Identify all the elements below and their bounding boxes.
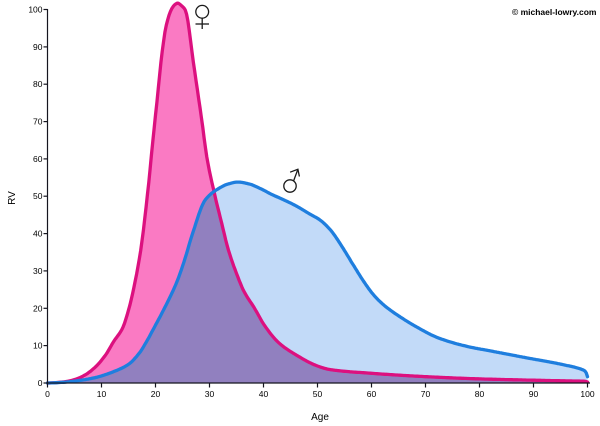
svg-text:Age: Age bbox=[311, 412, 329, 423]
svg-text:80: 80 bbox=[475, 389, 485, 399]
svg-text:60: 60 bbox=[367, 389, 377, 399]
svg-text:70: 70 bbox=[33, 117, 43, 127]
svg-text:10: 10 bbox=[97, 389, 107, 399]
svg-text:100: 100 bbox=[580, 389, 594, 399]
svg-text:0: 0 bbox=[38, 378, 43, 388]
svg-text:RV: RV bbox=[7, 191, 18, 205]
svg-text:30: 30 bbox=[205, 389, 215, 399]
svg-text:80: 80 bbox=[33, 79, 43, 89]
svg-text:50: 50 bbox=[313, 389, 323, 399]
svg-text:0: 0 bbox=[45, 389, 50, 399]
svg-text:60: 60 bbox=[33, 154, 43, 164]
svg-text:70: 70 bbox=[421, 389, 431, 399]
svg-text:30: 30 bbox=[33, 266, 43, 276]
svg-text:40: 40 bbox=[33, 229, 43, 239]
svg-text:© michael-lowry.com: © michael-lowry.com bbox=[512, 7, 597, 17]
svg-text:10: 10 bbox=[33, 341, 43, 351]
svg-text:20: 20 bbox=[151, 389, 161, 399]
svg-text:50: 50 bbox=[33, 191, 43, 201]
svg-text:100: 100 bbox=[28, 5, 42, 15]
svg-text:20: 20 bbox=[33, 303, 43, 313]
svg-text:90: 90 bbox=[529, 389, 539, 399]
svg-text:40: 40 bbox=[259, 389, 269, 399]
svg-text:90: 90 bbox=[33, 42, 43, 52]
